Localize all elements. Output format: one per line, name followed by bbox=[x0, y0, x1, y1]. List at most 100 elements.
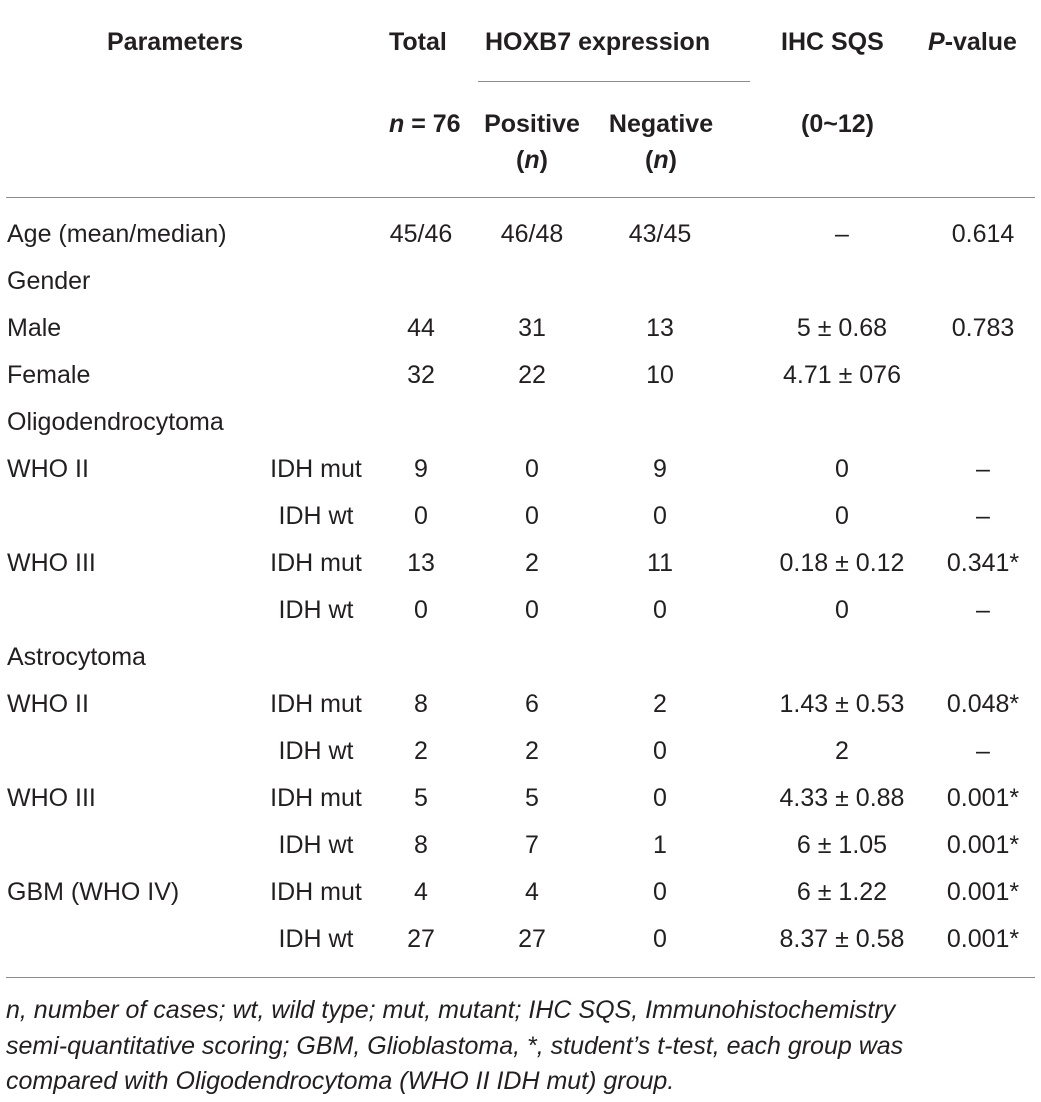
header-p-rest: -value bbox=[944, 28, 1017, 56]
positive-cell: 31 bbox=[518, 314, 546, 342]
header-total: Total bbox=[389, 28, 447, 56]
idh-cell: IDH wt bbox=[278, 502, 354, 530]
param-cell: GBM (WHO IV) bbox=[7, 878, 180, 906]
hoxb7-span-rule bbox=[478, 81, 750, 82]
idh-cell: IDH mut bbox=[270, 784, 362, 812]
positive-cell: 2 bbox=[525, 549, 539, 577]
header-negative-label: Negative bbox=[608, 110, 714, 138]
ihc-sqs-cell: 0 bbox=[835, 455, 849, 483]
table-row: IDH wt 0 0 0 0 – bbox=[0, 493, 1041, 540]
p-value-cell: 0.001* bbox=[946, 831, 1020, 859]
positive-cell: 0 bbox=[525, 455, 539, 483]
total-cell: 0 bbox=[414, 502, 428, 530]
total-cell: 8 bbox=[414, 690, 428, 718]
positive-cell: 46/48 bbox=[500, 220, 564, 248]
ihc-sqs-cell: – bbox=[835, 220, 849, 248]
positive-cell: 4 bbox=[525, 878, 539, 906]
ihc-sqs-cell: 5 ± 0.68 bbox=[796, 314, 888, 342]
p-value-cell: 0.048* bbox=[946, 690, 1020, 718]
negative-cell: 10 bbox=[646, 361, 674, 389]
idh-cell: IDH mut bbox=[270, 878, 362, 906]
table-row: Gender bbox=[0, 258, 1041, 305]
table-row: WHO III IDH mut 5 5 0 4.33 ± 0.88 0.001* bbox=[0, 775, 1041, 822]
header-ihc-range: (0~12) bbox=[801, 110, 874, 138]
total-cell: 2 bbox=[414, 737, 428, 765]
negative-cell: 11 bbox=[647, 549, 673, 577]
ihc-sqs-cell: 6 ± 1.05 bbox=[796, 831, 888, 859]
param-cell: WHO III bbox=[7, 784, 96, 812]
p-value-cell: 0.001* bbox=[946, 784, 1020, 812]
total-cell: 9 bbox=[414, 455, 428, 483]
ihc-sqs-cell: 2 bbox=[835, 737, 849, 765]
positive-cell: 6 bbox=[525, 690, 539, 718]
header-p-italic: P bbox=[928, 28, 945, 56]
footnote-line-2: semi-quantitative scoring; GBM, Glioblas… bbox=[6, 1031, 904, 1060]
header-positive-n: (n) bbox=[516, 146, 548, 174]
p-value-cell: 0.783 bbox=[951, 314, 1015, 342]
total-cell: 13 bbox=[407, 549, 435, 577]
param-cell: WHO II bbox=[7, 690, 89, 718]
header-bottom-rule bbox=[6, 197, 1035, 198]
p-value-cell: – bbox=[976, 737, 990, 765]
positive-cell: 2 bbox=[525, 737, 539, 765]
idh-cell: IDH wt bbox=[278, 925, 354, 953]
positive-cell: 27 bbox=[518, 925, 546, 953]
table-row: WHO II IDH mut 9 0 9 0 – bbox=[0, 446, 1041, 493]
table-row: WHO III IDH mut 13 2 11 0.18 ± 0.12 0.341* bbox=[0, 540, 1041, 587]
table-row: Astrocytoma bbox=[0, 634, 1041, 681]
negative-cell: 0 bbox=[653, 784, 667, 812]
p-value-cell: – bbox=[976, 596, 990, 624]
p-value-cell: 0.341* bbox=[946, 549, 1020, 577]
param-cell: Male bbox=[7, 314, 62, 342]
p-value-cell: 0.001* bbox=[946, 878, 1020, 906]
positive-cell: 0 bbox=[525, 502, 539, 530]
table-row: Male 44 31 13 5 ± 0.68 0.783 bbox=[0, 305, 1041, 352]
table-row: IDH wt 27 27 0 8.37 ± 0.58 0.001* bbox=[0, 916, 1041, 963]
header-n-italic: n bbox=[389, 110, 405, 138]
header-positive-label: Positive bbox=[484, 110, 580, 138]
ihc-sqs-cell: 8.37 ± 0.58 bbox=[779, 925, 905, 953]
idh-cell: IDH wt bbox=[278, 596, 354, 624]
negative-cell: 0 bbox=[653, 925, 667, 953]
total-cell: 0 bbox=[414, 596, 428, 624]
footnote-line-1: n, number of cases; wt, wild type; mut, … bbox=[6, 996, 896, 1024]
negative-cell: 0 bbox=[653, 502, 667, 530]
negative-cell: 1 bbox=[653, 831, 667, 859]
ihc-sqs-cell: 0.18 ± 0.12 bbox=[779, 549, 905, 577]
idh-cell: IDH mut bbox=[270, 549, 362, 577]
idh-cell: IDH mut bbox=[270, 690, 362, 718]
negative-cell: 9 bbox=[653, 455, 667, 483]
table-footnote: n, number of cases; wt, wild type; mut, … bbox=[6, 993, 1038, 1100]
negative-cell: 0 bbox=[653, 878, 667, 906]
table-row: Female 32 22 10 4.71 ± 076 bbox=[0, 352, 1041, 399]
ihc-sqs-cell: 0 bbox=[835, 502, 849, 530]
table-row: GBM (WHO IV) IDH mut 4 4 0 6 ± 1.22 0.001* bbox=[0, 869, 1041, 916]
header-n-total: n = 76 bbox=[389, 109, 461, 139]
total-cell: 5 bbox=[414, 784, 428, 812]
param-cell: WHO II bbox=[7, 455, 89, 483]
positive-cell: 5 bbox=[525, 784, 539, 812]
idh-cell: IDH wt bbox=[278, 831, 354, 859]
table-row: Age (mean/median) 45/46 46/48 43/45 – 0.614 bbox=[0, 211, 1041, 258]
table-row: IDH wt 8 7 1 6 ± 1.05 0.001* bbox=[0, 822, 1041, 869]
header-n-rest: = 76 bbox=[404, 110, 461, 138]
param-cell: Gender bbox=[7, 267, 91, 295]
header-negative-n: (n) bbox=[645, 146, 677, 174]
positive-cell: 7 bbox=[525, 831, 539, 859]
param-cell: Astrocytoma bbox=[7, 643, 146, 671]
header-p-value: P-value bbox=[928, 27, 1017, 57]
table-row: WHO II IDH mut 8 6 2 1.43 ± 0.53 0.048* bbox=[0, 681, 1041, 728]
total-cell: 45/46 bbox=[389, 220, 453, 248]
total-cell: 8 bbox=[414, 831, 428, 859]
idh-cell: IDH mut bbox=[270, 455, 362, 483]
negative-cell: 43/45 bbox=[628, 220, 692, 248]
ihc-sqs-cell: 4.71 ± 076 bbox=[783, 361, 901, 389]
total-cell: 32 bbox=[407, 361, 435, 389]
header-hoxb7-expression: HOXB7 expression bbox=[485, 28, 711, 56]
ihc-sqs-cell: 1.43 ± 0.53 bbox=[779, 690, 905, 718]
negative-cell: 0 bbox=[653, 596, 667, 624]
table-bottom-rule bbox=[6, 977, 1035, 978]
p-value-cell: 0.001* bbox=[946, 925, 1020, 953]
ihc-sqs-cell: 4.33 ± 0.88 bbox=[779, 784, 905, 812]
negative-cell: 0 bbox=[653, 737, 667, 765]
